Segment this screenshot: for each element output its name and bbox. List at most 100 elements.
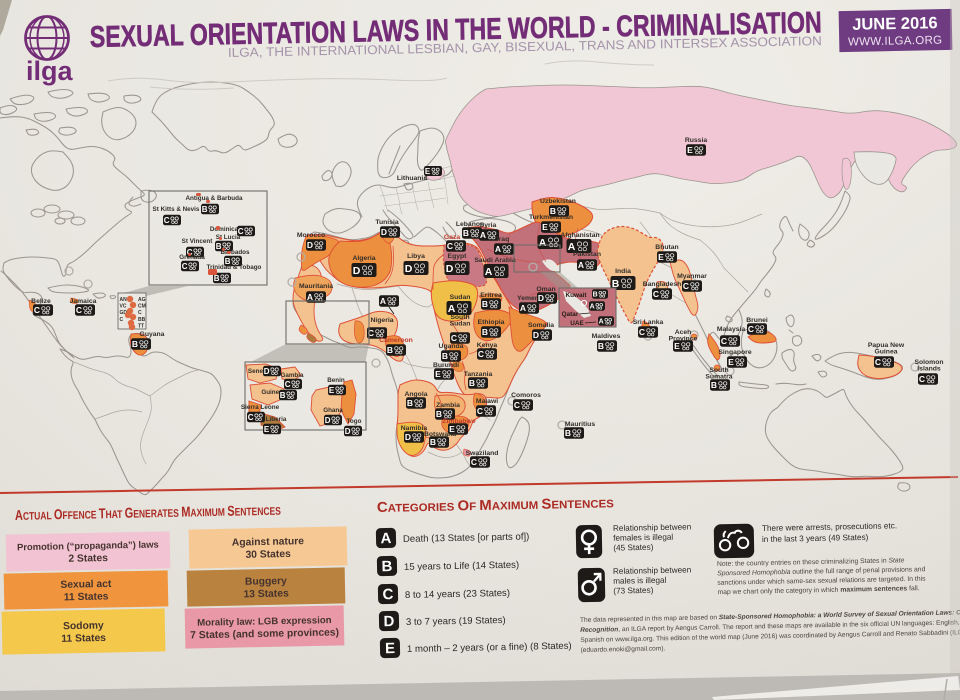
svg-text:D: D	[381, 227, 387, 237]
svg-text:Iraq: Iraq	[497, 236, 509, 243]
svg-text:Singapore: Singapore	[718, 349, 751, 356]
svg-text:Turkmenistan: Turkmenistan	[529, 214, 573, 221]
svg-text:B: B	[482, 327, 488, 337]
svg-text:E: E	[674, 341, 680, 351]
svg-text:A: A	[590, 304, 595, 311]
svg-text:Somalia: Somalia	[528, 322, 554, 329]
svg-text:Pakistan: Pakistan	[573, 251, 601, 258]
svg-text:Malaysia: Malaysia	[717, 326, 746, 333]
svg-text:Mauritius: Mauritius	[565, 421, 595, 428]
svg-text:C: C	[451, 333, 457, 343]
svg-text:Morocco: Morocco	[297, 232, 325, 239]
svg-text:Syria: Syria	[480, 222, 497, 229]
svg-text:C: C	[248, 413, 254, 422]
svg-text:C: C	[182, 262, 188, 271]
svg-text:B: B	[430, 437, 436, 447]
svg-text:C: C	[382, 586, 393, 603]
svg-text:Myanmar: Myanmar	[677, 273, 707, 280]
svg-text:(73 States): (73 States)	[613, 586, 653, 596]
svg-text:C: C	[34, 305, 40, 315]
svg-text:E: E	[435, 369, 441, 379]
svg-text:South: South	[450, 314, 469, 321]
svg-text:Maldives: Maldives	[592, 333, 621, 340]
svg-text:C: C	[639, 327, 645, 337]
svg-text:Brunei: Brunei	[746, 317, 768, 324]
svg-text:Burundi: Burundi	[433, 362, 459, 369]
svg-text:Tunisia: Tunisia	[375, 219, 399, 226]
svg-text:BB: BB	[138, 317, 146, 323]
svg-text:Ghana: Ghana	[323, 407, 343, 414]
svg-text:Jamaica: Jamaica	[70, 298, 97, 305]
svg-text:(45 States): (45 States)	[613, 543, 653, 553]
svg-text:South: South	[709, 367, 728, 374]
svg-text:E: E	[687, 145, 693, 155]
svg-text:India: India	[615, 268, 631, 275]
svg-text:A: A	[307, 292, 313, 302]
svg-text:Guinea: Guinea	[261, 389, 283, 396]
svg-text:D: D	[446, 263, 454, 275]
svg-text:Buggery: Buggery	[245, 576, 287, 588]
svg-text:St Kitts & Nevis: St Kitts & Nevis	[153, 206, 200, 213]
svg-text:Grenada: Grenada	[179, 254, 205, 261]
svg-text:Guinea: Guinea	[874, 349, 897, 356]
svg-text:A: A	[380, 530, 391, 547]
svg-text:7 States (and some provinces): 7 States (and some provinces)	[190, 627, 339, 641]
svg-text:13 States: 13 States	[243, 588, 289, 600]
svg-text:Oman: Oman	[536, 286, 555, 293]
svg-text:ilga: ilga	[26, 56, 73, 86]
svg-text:Cameroon: Cameroon	[379, 337, 413, 344]
svg-text:Liberia: Liberia	[266, 416, 287, 423]
svg-text:A: A	[480, 230, 486, 240]
svg-text:D: D	[264, 367, 270, 376]
svg-text:B: B	[436, 409, 442, 419]
svg-text:C: C	[285, 380, 291, 389]
svg-text:Belize: Belize	[31, 298, 51, 305]
svg-text:Yemen: Yemen	[517, 295, 539, 302]
svg-text:Against nature: Against nature	[232, 536, 305, 548]
svg-text:Dominica: Dominica	[210, 226, 239, 233]
svg-text:Bhutan: Bhutan	[655, 244, 678, 251]
svg-text:E: E	[542, 222, 548, 232]
svg-text:AG: AG	[138, 297, 146, 303]
svg-text:C: C	[447, 241, 453, 251]
svg-text:in the last 3 years (49 States: in the last 3 years (49 States)	[762, 533, 869, 544]
svg-text:C: C	[514, 400, 520, 410]
svg-text:A: A	[568, 241, 576, 253]
svg-text:C: C	[138, 310, 142, 316]
svg-text:Lebanon: Lebanon	[456, 221, 484, 228]
svg-text:C: C	[471, 457, 477, 467]
svg-text:Sumatra: Sumatra	[705, 374, 732, 381]
svg-text:Nigeria: Nigeria	[370, 317, 393, 324]
svg-text:D: D	[405, 263, 413, 275]
svg-text:Egypt: Egypt	[448, 253, 468, 260]
svg-text:B: B	[132, 339, 138, 349]
svg-text:C: C	[164, 216, 170, 225]
svg-text:E: E	[449, 424, 455, 434]
svg-text:B: B	[612, 278, 620, 290]
svg-text:Sponsored Homophobia outline t: Sponsored Homophobia outline the full ra…	[717, 566, 926, 577]
svg-text:Sexual act: Sexual act	[60, 579, 112, 591]
svg-text:C: C	[76, 305, 82, 315]
svg-text:B: B	[202, 205, 208, 214]
svg-text:Lithuania: Lithuania	[397, 175, 427, 182]
svg-text:Trinidad & Tobago: Trinidad & Tobago	[207, 264, 262, 271]
svg-text:E: E	[385, 640, 395, 657]
svg-text:A: A	[578, 260, 584, 270]
svg-text:Solomon: Solomon	[914, 359, 943, 366]
svg-text:St Lucia: St Lucia	[216, 234, 241, 241]
svg-text:Antigua & Barbuda: Antigua & Barbuda	[185, 195, 243, 202]
svg-text:Libya: Libya	[407, 253, 425, 260]
svg-text:map we chart only the category: map we chart only the category in which …	[717, 585, 919, 596]
svg-text:D: D	[538, 293, 544, 303]
svg-text:Angola: Angola	[404, 391, 427, 398]
svg-text:WWW.ILGA.ORG: WWW.ILGA.ORG	[848, 35, 943, 49]
svg-text:Afghanistan: Afghanistan	[560, 232, 599, 239]
svg-text:D: D	[353, 265, 361, 277]
svg-text:Sri Lanka: Sri Lanka	[633, 319, 664, 326]
svg-text:Comoros: Comoros	[511, 392, 541, 399]
svg-text:Swaziland: Swaziland	[466, 450, 499, 457]
svg-text:Islands: Islands	[917, 366, 941, 373]
svg-text:Kuwait: Kuwait	[566, 292, 588, 299]
svg-text:30 States: 30 States	[245, 549, 291, 561]
svg-text:B: B	[216, 242, 222, 251]
